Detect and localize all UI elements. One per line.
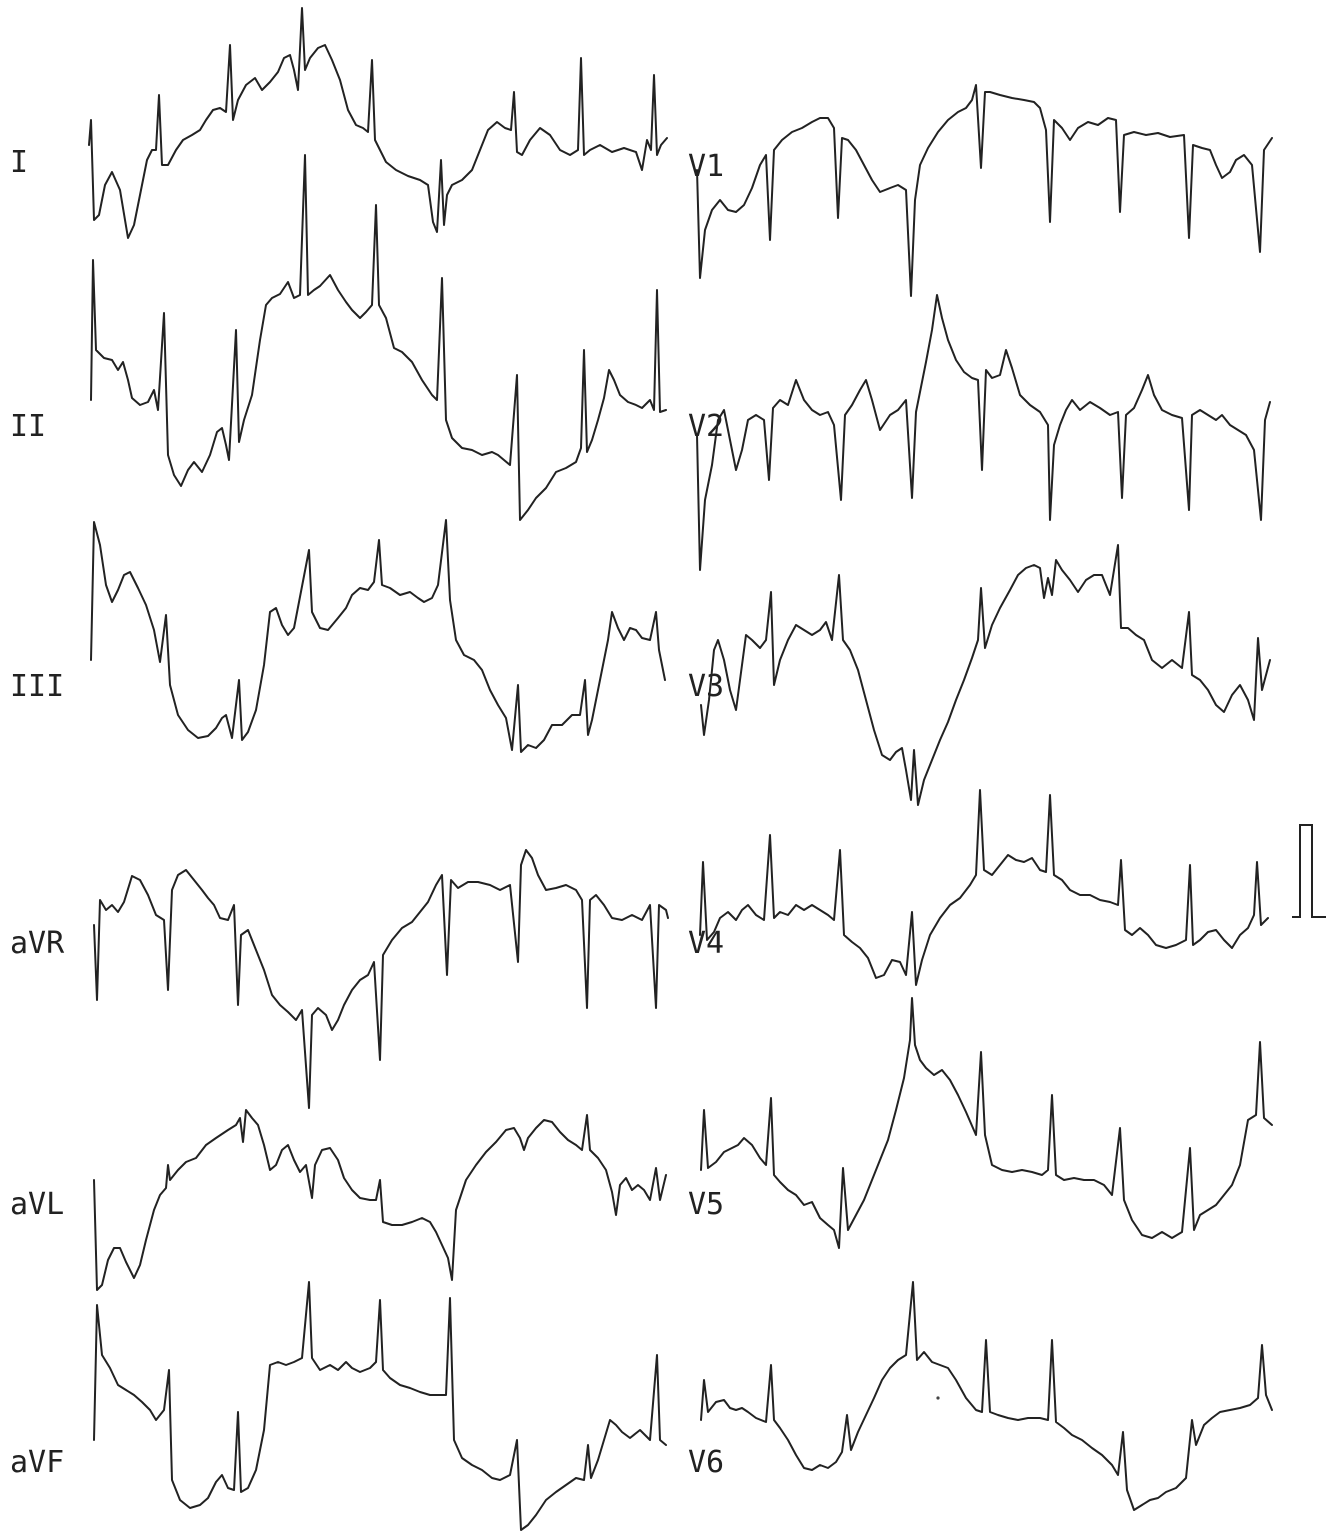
trace-lead-III [90, 519, 666, 753]
lead-label-aVL: aVL [10, 1187, 64, 1222]
lead-label-V5: V5 [688, 1187, 724, 1222]
trace-lead-V4 [699, 789, 1269, 986]
trace-lead-V3 [700, 544, 1271, 806]
trace-lead-I [88, 7, 668, 239]
lead-label-V3: V3 [688, 669, 724, 704]
trace-lead-aVF [93, 1281, 667, 1531]
calibration-pulse [1292, 824, 1326, 918]
trace-lead-aVL [93, 1109, 667, 1291]
lead-label-V1: V1 [688, 149, 724, 184]
lead-label-V2: V2 [688, 409, 724, 444]
trace-lead-V6 [700, 1281, 1273, 1511]
trace-lead-V2 [696, 294, 1271, 571]
lead-label-III: III [10, 669, 64, 704]
trace-lead-V1 [696, 84, 1273, 297]
lead-label-I: I [10, 145, 28, 180]
trace-lead-aVR [93, 849, 669, 1109]
trace-lead-V5 [700, 997, 1273, 1249]
lead-label-V6: V6 [688, 1445, 724, 1480]
speck-mark [936, 1396, 940, 1400]
lead-label-aVR: aVR [10, 926, 65, 961]
lead-label-aVF: aVF [10, 1445, 64, 1480]
lead-label-II: II [10, 409, 46, 444]
trace-lead-II [90, 154, 667, 521]
